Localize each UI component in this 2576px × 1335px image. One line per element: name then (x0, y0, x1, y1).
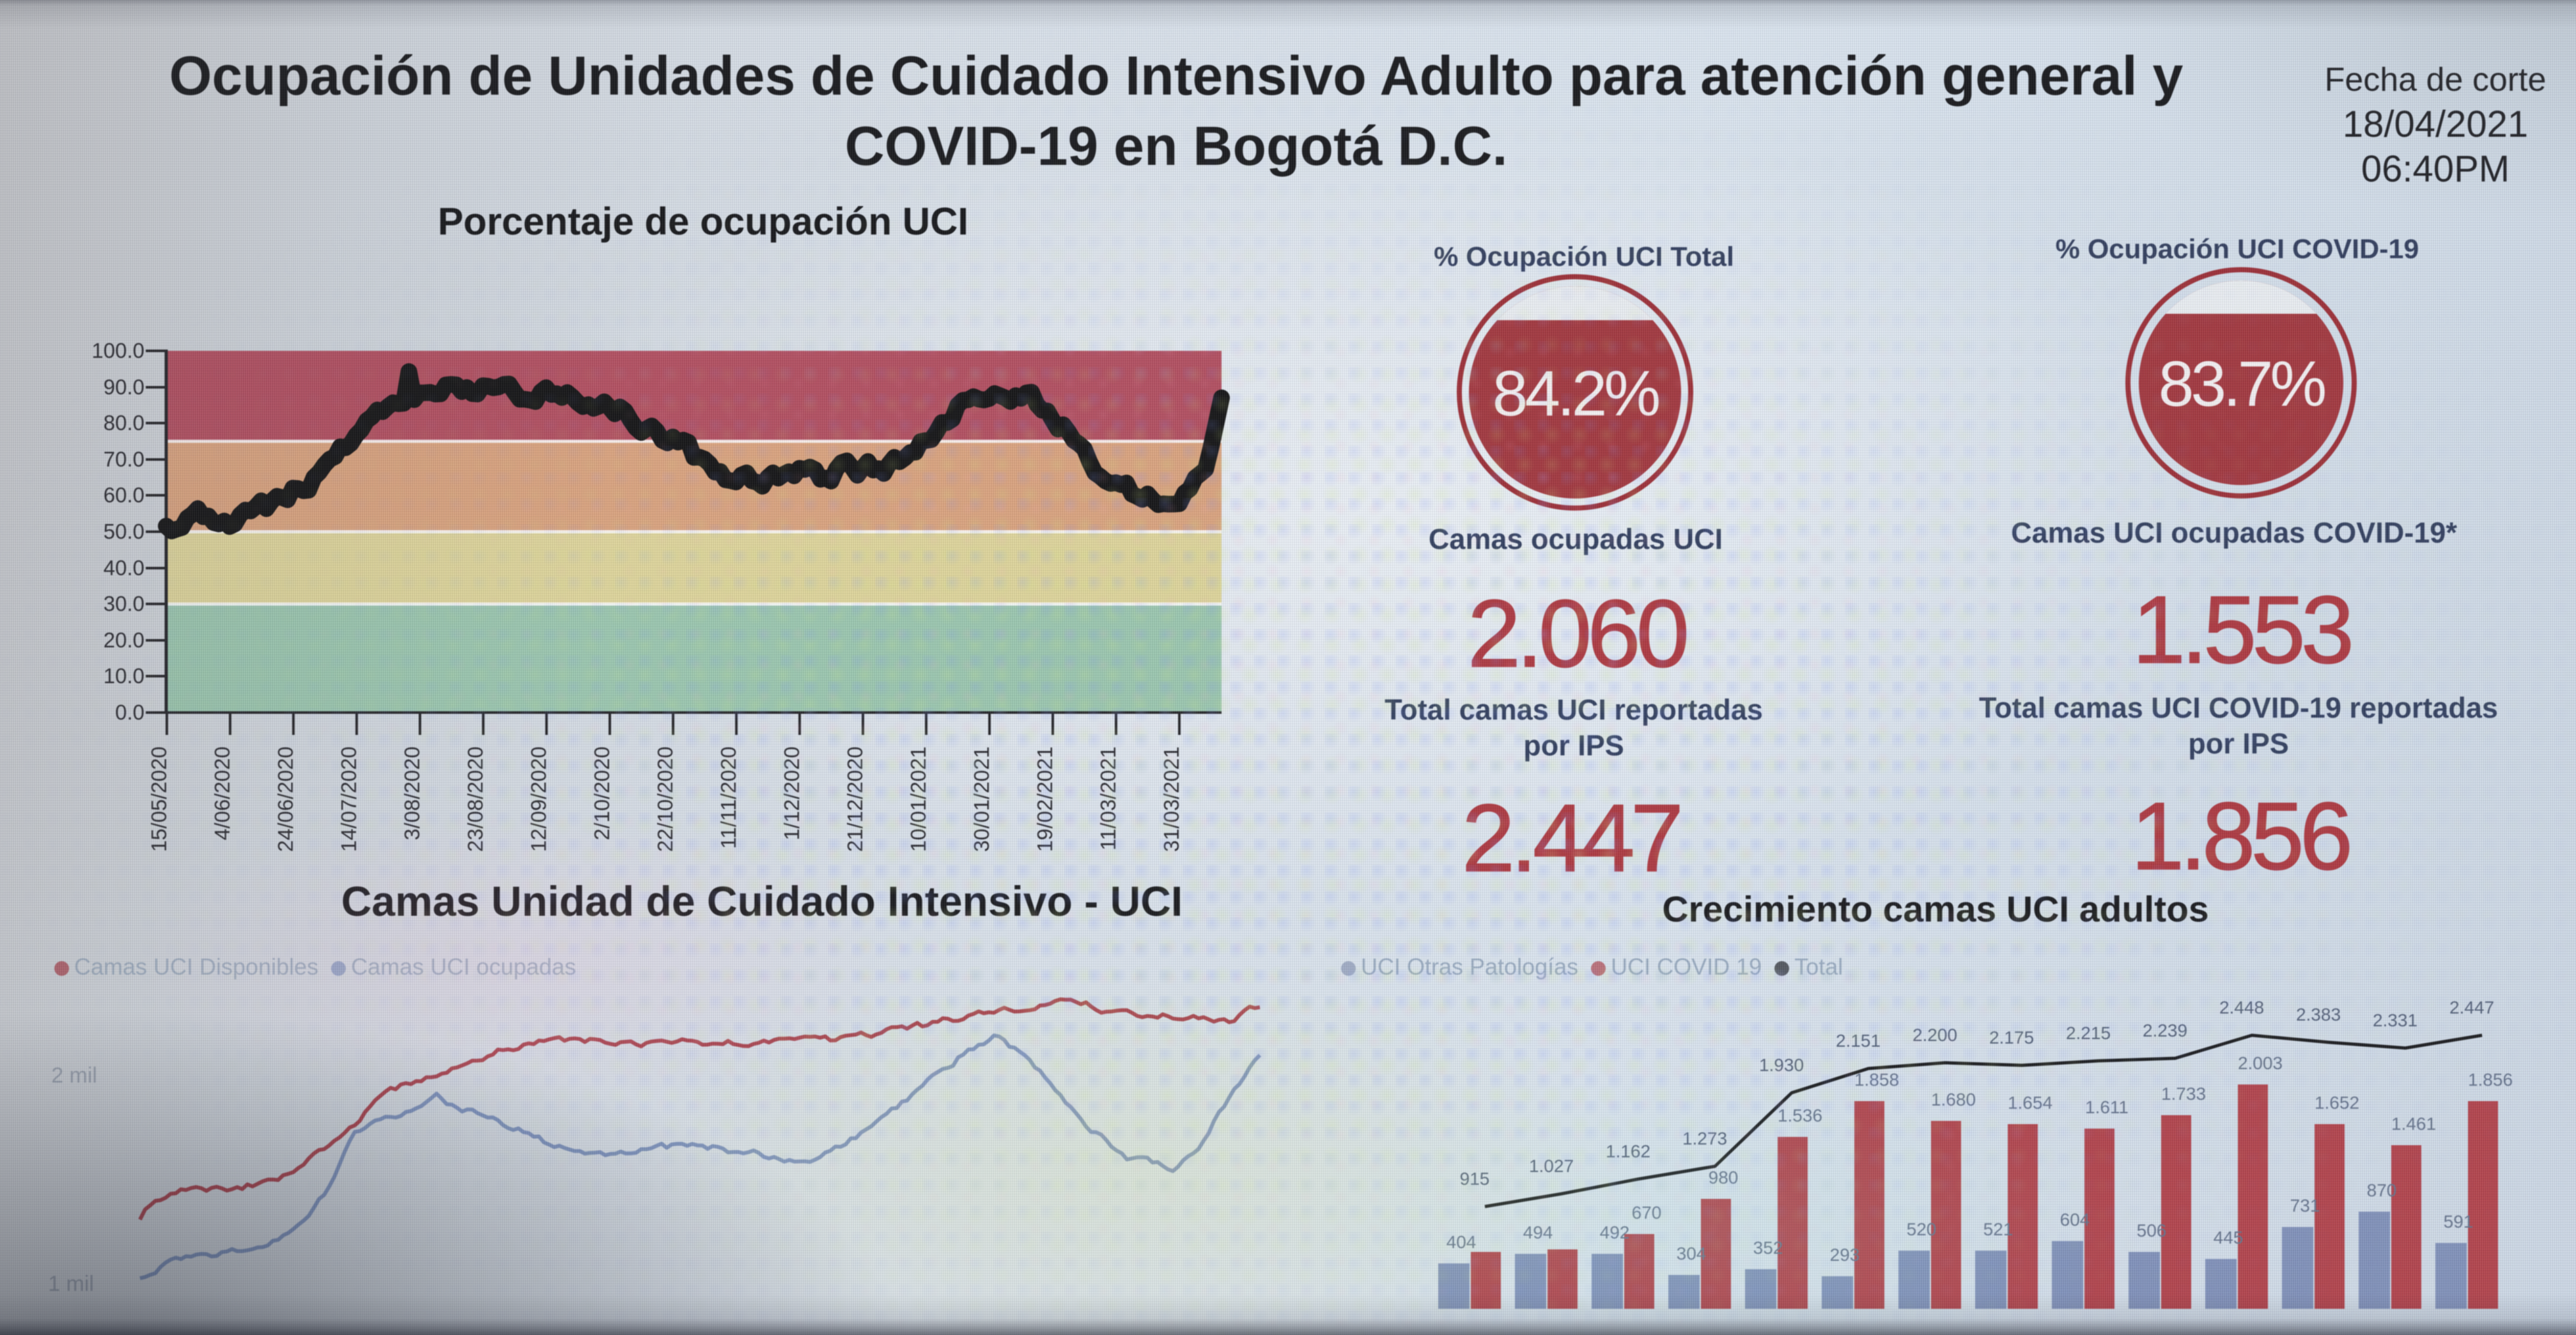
svg-text:1.654: 1.654 (2008, 1093, 2052, 1113)
svg-text:404: 404 (1447, 1232, 1477, 1252)
svg-text:2.175: 2.175 (1989, 1028, 2034, 1047)
svg-text:1.162: 1.162 (1606, 1141, 1650, 1161)
svg-text:2.447: 2.447 (2449, 998, 2494, 1017)
svg-text:1.027: 1.027 (1529, 1156, 1574, 1176)
svg-text:1.680: 1.680 (1931, 1090, 1976, 1109)
svg-text:2.448: 2.448 (2219, 998, 2264, 1017)
svg-text:494: 494 (1523, 1223, 1553, 1242)
svg-text:2.331: 2.331 (2373, 1010, 2417, 1030)
svg-text:1 mil: 1 mil (48, 1272, 94, 1296)
svg-text:670: 670 (1632, 1203, 1662, 1223)
svg-text:10.0: 10.0 (104, 664, 144, 688)
svg-text:50.0: 50.0 (104, 520, 144, 543)
svg-text:731: 731 (2290, 1196, 2320, 1215)
svg-text:506: 506 (2137, 1221, 2167, 1240)
svg-text:870: 870 (2367, 1180, 2397, 1200)
svg-text:521: 521 (1983, 1219, 2013, 1239)
svg-text:2.215: 2.215 (2066, 1023, 2111, 1043)
svg-text:12/09/2020: 12/09/2020 (527, 746, 550, 852)
svg-text:20.0: 20.0 (104, 628, 144, 652)
svg-text:980: 980 (1709, 1168, 1739, 1187)
svg-text:23/08/2020: 23/08/2020 (463, 746, 487, 852)
svg-text:915: 915 (1460, 1169, 1490, 1189)
svg-text:70.0: 70.0 (104, 447, 144, 471)
svg-text:591: 591 (2444, 1212, 2474, 1231)
svg-text:2.151: 2.151 (1836, 1031, 1881, 1051)
svg-text:2.003: 2.003 (2238, 1053, 2283, 1073)
svg-text:15/05/2020: 15/05/2020 (147, 746, 171, 852)
svg-text:2 mil: 2 mil (51, 1063, 97, 1088)
svg-text:30.0: 30.0 (104, 592, 144, 615)
svg-text:21/12/2020: 21/12/2020 (843, 746, 867, 852)
svg-text:1/12/2020: 1/12/2020 (780, 746, 803, 840)
svg-text:1.858: 1.858 (1854, 1070, 1899, 1090)
svg-text:1.461: 1.461 (2391, 1114, 2436, 1134)
svg-text:352: 352 (1753, 1238, 1783, 1258)
svg-text:100.0: 100.0 (91, 339, 144, 362)
svg-text:90.0: 90.0 (104, 375, 144, 399)
svg-text:4/06/2020: 4/06/2020 (210, 746, 234, 840)
svg-text:11/03/2021: 11/03/2021 (1096, 746, 1120, 851)
svg-text:1.733: 1.733 (2161, 1084, 2206, 1104)
svg-text:2/10/2020: 2/10/2020 (590, 746, 614, 840)
svg-text:31/03/2021: 31/03/2021 (1160, 746, 1183, 852)
svg-text:10/01/2021: 10/01/2021 (906, 746, 930, 852)
svg-text:2.383: 2.383 (2296, 1005, 2341, 1024)
svg-text:30/01/2021: 30/01/2021 (970, 746, 993, 852)
svg-text:0.0: 0.0 (115, 700, 144, 724)
svg-text:1.611: 1.611 (2085, 1097, 2129, 1117)
svg-text:11/11/2020: 11/11/2020 (717, 746, 740, 849)
svg-text:1.652: 1.652 (2315, 1093, 2359, 1113)
svg-text:60.0: 60.0 (104, 483, 144, 507)
svg-text:1.930: 1.930 (1759, 1055, 1804, 1075)
svg-text:80.0: 80.0 (104, 411, 144, 435)
svg-text:84.2%: 84.2% (1493, 358, 1659, 429)
svg-text:22/10/2020: 22/10/2020 (653, 746, 677, 852)
svg-text:1.273: 1.273 (1682, 1129, 1727, 1148)
svg-text:2.239: 2.239 (2143, 1021, 2187, 1040)
svg-text:520: 520 (1907, 1219, 1937, 1239)
svg-text:19/02/2021: 19/02/2021 (1033, 746, 1057, 852)
svg-text:3/08/2020: 3/08/2020 (400, 746, 424, 840)
svg-text:492: 492 (1600, 1223, 1630, 1242)
svg-text:2.200: 2.200 (1913, 1025, 1957, 1045)
svg-text:445: 445 (2214, 1228, 2244, 1247)
svg-text:83.7%: 83.7% (2159, 348, 2325, 420)
svg-text:24/06/2020: 24/06/2020 (274, 746, 297, 852)
svg-text:14/07/2020: 14/07/2020 (337, 746, 361, 852)
svg-text:40.0: 40.0 (104, 556, 144, 580)
svg-text:304: 304 (1677, 1244, 1707, 1263)
svg-text:293: 293 (1830, 1245, 1860, 1265)
svg-text:604: 604 (2060, 1210, 2090, 1230)
svg-text:1.856: 1.856 (2468, 1070, 2513, 1090)
svg-text:1.536: 1.536 (1778, 1106, 1822, 1125)
